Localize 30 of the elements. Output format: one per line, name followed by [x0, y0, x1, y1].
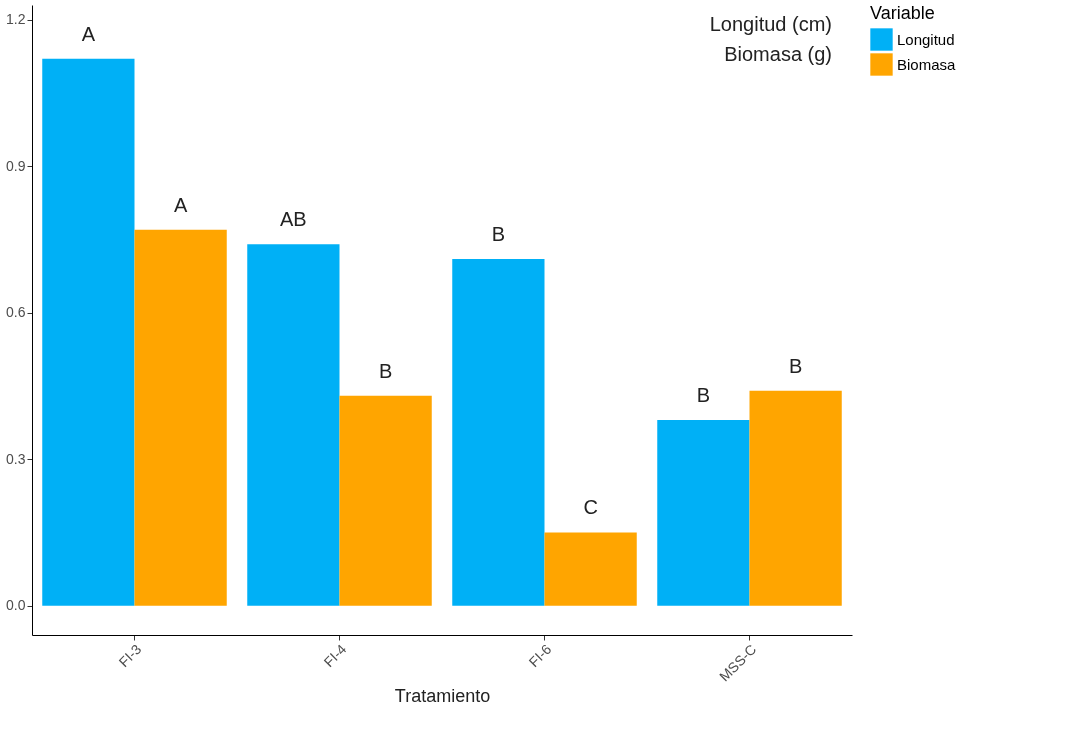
bar: [657, 420, 750, 606]
y-tick-label: 0.9: [6, 157, 26, 174]
legend-label: Longitud: [897, 30, 955, 48]
bar: [452, 258, 545, 606]
data-label: AB: [280, 208, 307, 231]
bar: [749, 390, 842, 606]
annotation: Biomasa (g): [724, 43, 832, 65]
data-label: C: [583, 496, 598, 519]
bar: [42, 58, 135, 606]
x-tick-label: FI-4: [320, 640, 350, 670]
x-tick-label: FI-6: [525, 640, 555, 670]
y-tick-label: 0.3: [6, 450, 26, 467]
bar: [134, 229, 227, 606]
legend-label: Biomasa: [897, 55, 957, 73]
y-tick-label: 0.0: [6, 597, 26, 614]
data-label: B: [378, 359, 393, 382]
legend-title: Variable: [870, 3, 935, 23]
x-axis-title: Tratamiento: [394, 686, 491, 707]
data-label: A: [81, 22, 96, 45]
data-label: A: [173, 193, 188, 216]
x-tick-label: FI-3: [115, 640, 145, 670]
bar: [544, 532, 637, 606]
data-label: B: [696, 384, 711, 407]
data-label: B: [788, 354, 803, 377]
annotation: Longitud (cm): [709, 13, 832, 35]
y-tick-label: 0.6: [6, 304, 26, 321]
bar: [339, 395, 432, 606]
bar: [247, 244, 340, 606]
data-label: B: [491, 222, 506, 245]
y-tick-label: 1.2: [6, 11, 26, 28]
